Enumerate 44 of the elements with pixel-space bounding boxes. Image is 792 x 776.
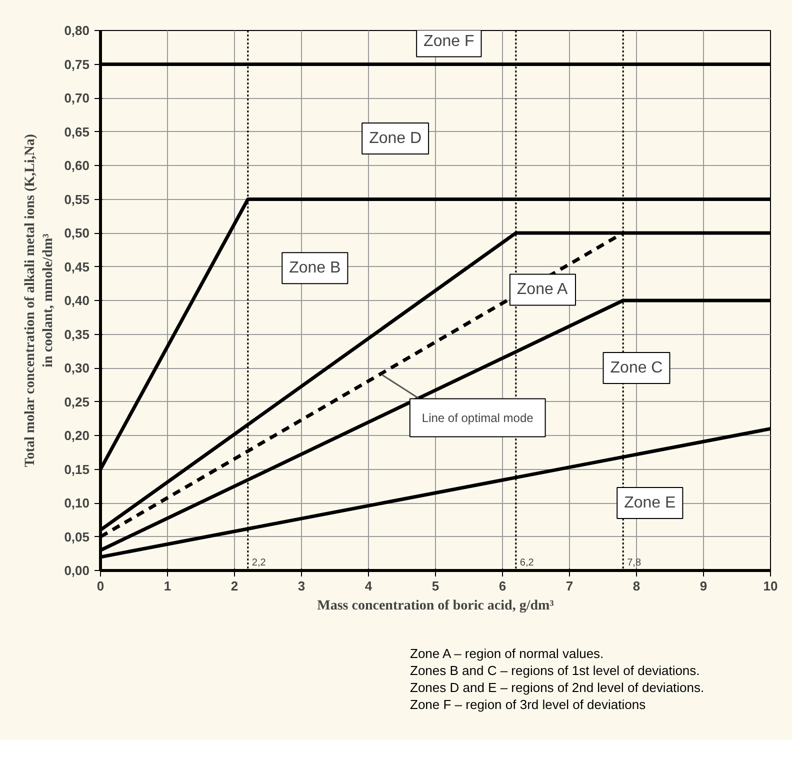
ref-line-label: 7,8 <box>627 558 642 568</box>
ref-line-label: 2,2 <box>252 558 266 568</box>
x-tick-label: 8 <box>632 578 640 594</box>
y-tick-label: 0,30 <box>64 360 90 376</box>
y-tick-label: 0,10 <box>64 496 90 510</box>
y-tick-label: 0,05 <box>64 529 90 544</box>
x-tick-label: 7 <box>566 578 574 594</box>
x-tick-label: 2 <box>230 578 238 594</box>
annotation: Zone A <box>516 281 568 298</box>
ref-line-label: 6,2 <box>520 558 534 568</box>
text: Zones D and E – regions of 2nd level of deviations. <box>410 680 704 695</box>
x-tick-label: 3 <box>298 578 306 594</box>
y-tick-label: 0,45 <box>64 259 90 274</box>
y-axis-title: Total molar concentration of alkali metal ions (K,Li,Na) in coolant, mmole/dm³ <box>23 134 56 468</box>
x-tick-label: 9 <box>700 578 708 594</box>
y-tick-label: 0,20 <box>64 428 90 443</box>
x-tick-label: 5 <box>432 578 440 594</box>
y-tick-label: 0,35 <box>64 326 90 342</box>
y-tick-label: 0,65 <box>64 124 90 140</box>
x-tick-label: 0 <box>96 578 104 594</box>
x-tick-label: 6 <box>498 578 506 594</box>
annotation: Zone F <box>424 32 474 50</box>
y-tick-label: 0,75 <box>64 56 90 72</box>
x-tick-label: 10 <box>763 578 778 594</box>
annotation: Line of optimal mode <box>422 410 534 425</box>
y-tick-label: 0,40 <box>64 293 90 308</box>
annotation: Zone B <box>289 260 341 277</box>
y-tick-label: 0,15 <box>64 462 90 477</box>
annotation: Zone D <box>369 130 422 147</box>
annotation: Zone E <box>624 494 676 512</box>
text: Zones B and C – regions of 1st level of deviations. <box>410 663 700 678</box>
y-tick-label: 0,25 <box>64 394 90 410</box>
y-tick-label: 0,60 <box>64 158 90 173</box>
y-tick-label: 0,00 <box>64 563 90 578</box>
y-tick-label: 0,70 <box>64 90 90 106</box>
y-tick-label: 0,80 <box>64 23 90 38</box>
annotation: Zone C <box>610 360 663 376</box>
x-axis-title: Mass concentration of boric acid, g/dm³ <box>317 598 554 614</box>
y-tick-label: 0,50 <box>64 226 90 240</box>
text: Zone F – region of 3rd level of deviations <box>410 697 646 712</box>
text: Zone A – region of normal values. <box>410 646 604 661</box>
x-tick-label: 4 <box>364 578 373 594</box>
x-tick-label: 1 <box>164 578 172 594</box>
y-tick-label: 0,55 <box>64 192 90 207</box>
